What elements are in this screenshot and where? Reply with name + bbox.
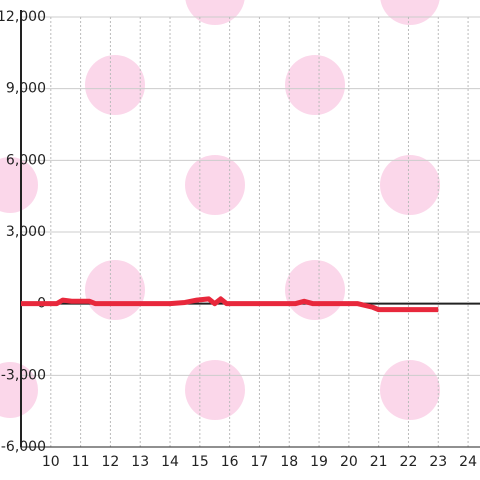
x-tick-label: 16 — [221, 454, 239, 470]
x-tick-label: 17 — [251, 454, 269, 470]
y-tick-label: -3,000 — [1, 367, 46, 383]
x-tick-label: 10 — [42, 454, 60, 470]
x-tick-label: 15 — [191, 454, 209, 470]
x-tick-label: 22 — [400, 454, 418, 470]
series-line — [21, 296, 439, 313]
x-tick-label: 13 — [131, 454, 149, 470]
x-tick-label: 20 — [340, 454, 358, 470]
x-tick-label: 14 — [161, 454, 179, 470]
x-tick-label: 12 — [102, 454, 120, 470]
x-tick-label: 19 — [310, 454, 328, 470]
y-tick-label: 9,000 — [6, 81, 46, 97]
y-tick-label: 6,000 — [6, 152, 46, 168]
x-tick-label: 18 — [280, 454, 298, 470]
x-tick-label: 24 — [459, 454, 477, 470]
x-tick-label: 23 — [429, 454, 447, 470]
x-tick-label: 21 — [370, 454, 388, 470]
y-tick-label: 3,000 — [6, 224, 46, 240]
x-tick-label: 11 — [72, 454, 90, 470]
y-tick-label: 12,000 — [0, 9, 46, 25]
watermarks — [0, 0, 440, 420]
